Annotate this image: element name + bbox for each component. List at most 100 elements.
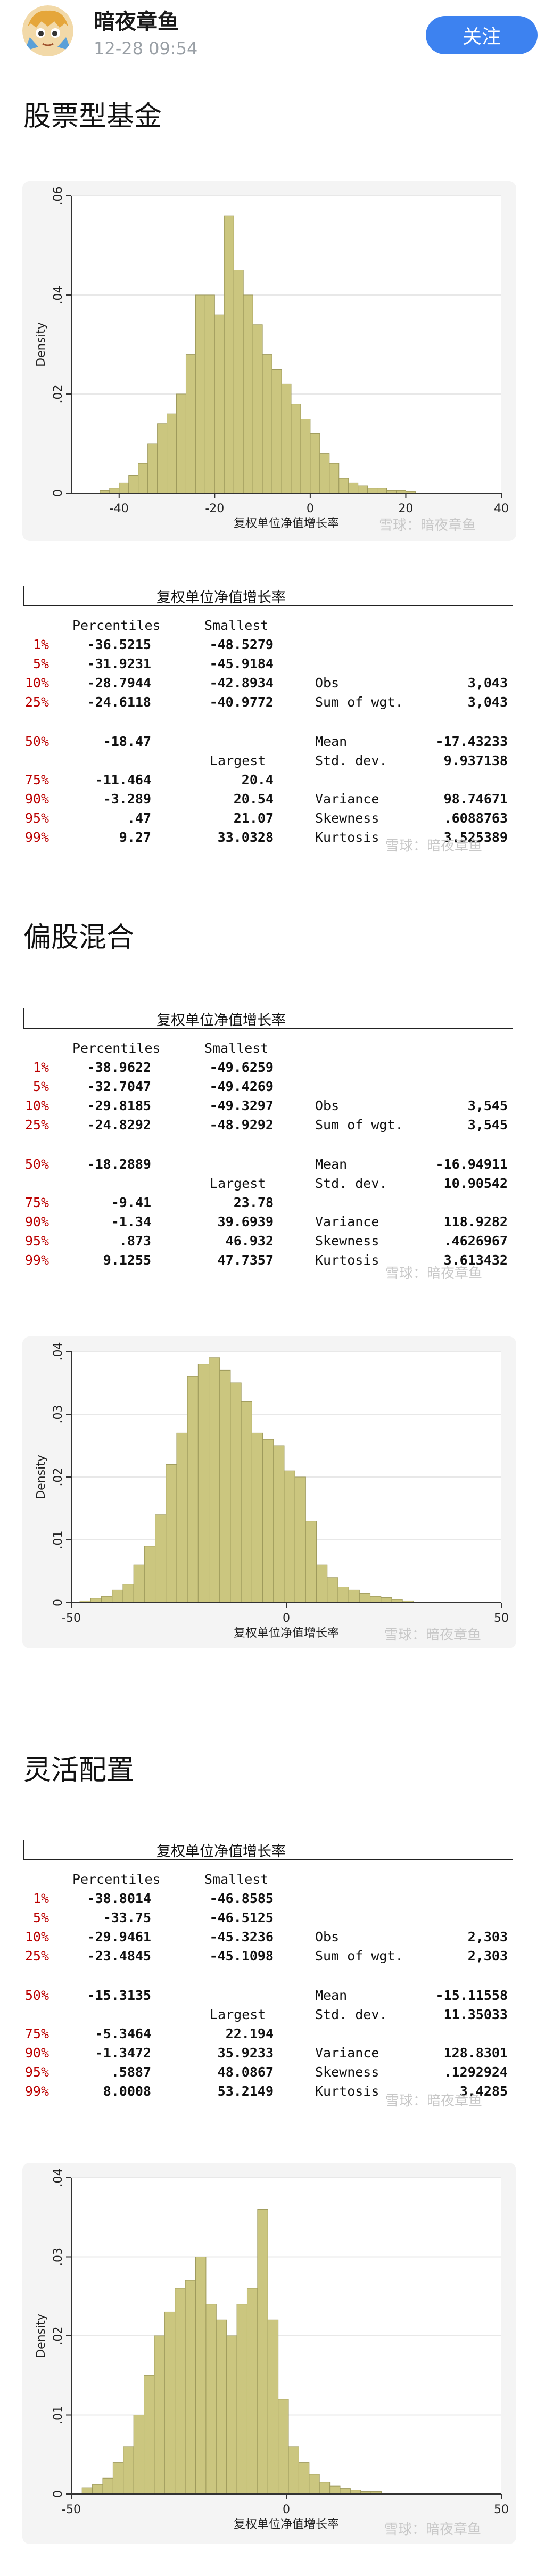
percentile-value: -11.464 xyxy=(95,772,151,787)
stat-label: Std. dev. xyxy=(315,753,387,768)
histogram-bar xyxy=(243,294,253,494)
histogram-bar xyxy=(348,1589,360,1603)
histogram-bar xyxy=(154,2335,165,2495)
histogram-bar xyxy=(133,1564,145,1603)
percentile-value: -28.7944 xyxy=(87,675,151,691)
x-axis-label: 复权单位净值增长率 xyxy=(234,2518,339,2531)
histogram-bar xyxy=(327,1577,338,1603)
x-tick-label: 40 xyxy=(494,502,509,515)
stat-value: 3.4285 xyxy=(459,2083,508,2099)
stat-value: 11.35033 xyxy=(443,2007,508,2022)
percentile-label: 25% xyxy=(24,1117,49,1133)
extreme-value: 35.9233 xyxy=(217,2045,274,2061)
stat-label: Obs xyxy=(315,1929,340,1945)
histogram-bar xyxy=(123,2446,134,2495)
histogram-bar xyxy=(166,1464,177,1603)
histogram-bar xyxy=(122,1584,134,1603)
histogram-bar xyxy=(101,1596,113,1603)
stat-label: Sum of wgt. xyxy=(315,1117,403,1133)
stat-label: Mean xyxy=(315,734,348,749)
histogram-bar xyxy=(102,2477,113,2495)
histogram-bar xyxy=(175,2288,186,2495)
x-tick-label: -50 xyxy=(62,2503,81,2516)
histogram-bar xyxy=(147,443,158,494)
histogram-bar xyxy=(278,2399,289,2495)
percentile-value: 9.1255 xyxy=(103,1252,151,1268)
histogram-bar xyxy=(291,404,301,494)
histogram-bar xyxy=(338,478,349,494)
watermark: 雪球：暗夜章鱼 xyxy=(384,1627,482,1643)
y-axis-label: Density xyxy=(35,2314,48,2358)
percentile-label: 90% xyxy=(24,2045,49,2061)
y-tick-label: 0 xyxy=(52,2490,65,2498)
avatar-image xyxy=(22,5,73,56)
histogram-bar xyxy=(262,1439,274,1603)
percentile-label: 99% xyxy=(24,830,49,845)
table-rule xyxy=(23,1840,24,1859)
largest-header: Largest xyxy=(210,753,266,768)
percentile-label: 50% xyxy=(24,1156,49,1172)
histogram-bar xyxy=(329,463,340,494)
stat-label: Skewness xyxy=(315,810,379,826)
stat-value: 3.613432 xyxy=(443,1252,508,1268)
extreme-value: -42.8934 xyxy=(209,675,274,691)
follow-button[interactable]: 关注 xyxy=(426,16,538,54)
stat-value: 3,043 xyxy=(467,694,508,710)
histogram-bar xyxy=(197,1364,210,1603)
percentile-label: 10% xyxy=(24,1929,49,1945)
percentile-value: -33.75 xyxy=(103,1910,151,1925)
stat-value: .4626967 xyxy=(443,1233,508,1249)
percentile-value: -23.4845 xyxy=(87,1948,151,1964)
histogram-bar xyxy=(252,324,263,494)
extreme-value: -48.9292 xyxy=(209,1117,274,1133)
percentile-value: -1.34 xyxy=(111,1214,151,1229)
y-axis-label: Density xyxy=(35,1455,48,1499)
histogram-bar xyxy=(319,453,330,494)
percentile-value: -32.7047 xyxy=(87,1079,151,1094)
histogram-bar xyxy=(216,2319,227,2495)
table-rule xyxy=(23,1008,24,1028)
stat-value: 2,303 xyxy=(467,1948,508,1964)
watermark: 雪球：暗夜章鱼 xyxy=(379,518,476,534)
extreme-value: 46.932 xyxy=(225,1233,274,1249)
y-tick-label: .01 xyxy=(52,1531,65,1549)
extreme-value: -45.1098 xyxy=(209,1948,274,1964)
percentile-label: 99% xyxy=(24,2083,49,2099)
histogram-bar xyxy=(305,1521,317,1603)
percentile-value: -15.3135 xyxy=(87,1988,151,2003)
histogram-bar xyxy=(281,383,292,494)
histogram-bar xyxy=(187,1376,199,1603)
author-name[interactable]: 暗夜章鱼 xyxy=(94,10,179,34)
table-rule xyxy=(23,586,24,605)
table-title: 复权单位净值增长率 xyxy=(156,589,286,606)
histogram-bar xyxy=(241,1401,252,1603)
x-tick-label: 50 xyxy=(494,2503,509,2516)
stat-label: Kurtosis xyxy=(315,2083,379,2099)
histogram-bar xyxy=(226,2335,237,2495)
histogram-bar xyxy=(144,1546,156,1603)
histogram-bar xyxy=(340,2488,351,2495)
histogram-bar xyxy=(294,1476,306,1603)
histogram-bar xyxy=(359,1593,371,1603)
histogram-bar xyxy=(92,2484,103,2495)
x-tick-label: -20 xyxy=(205,502,224,515)
y-axis-label: Density xyxy=(35,322,48,367)
stat-label: Obs xyxy=(315,675,340,691)
y-tick-label: .04 xyxy=(52,1342,65,1361)
y-tick-label: .06 xyxy=(52,187,65,206)
author-avatar[interactable] xyxy=(22,5,73,56)
extreme-value: 39.6939 xyxy=(217,1214,274,1229)
percentile-label: 1% xyxy=(32,1060,49,1075)
histogram-bar xyxy=(262,354,272,494)
percentile-value: .47 xyxy=(127,810,151,826)
histogram-bar xyxy=(214,314,225,494)
summary-table-2: 复权单位净值增长率 Percentiles Smallest 1% -38.9622 -4… xyxy=(23,1008,518,1291)
x-tick-label: 50 xyxy=(494,1612,509,1625)
percentile-label: 95% xyxy=(24,810,49,826)
histogram-bar xyxy=(157,423,168,494)
section-title-stock: 股票型基金 xyxy=(23,101,162,133)
watermark: 雪球：暗夜章鱼 xyxy=(385,1266,483,1282)
stat-label: Sum of wgt. xyxy=(315,1948,403,1964)
histogram-bar xyxy=(288,2446,299,2495)
stat-value: .1292924 xyxy=(443,2064,508,2080)
